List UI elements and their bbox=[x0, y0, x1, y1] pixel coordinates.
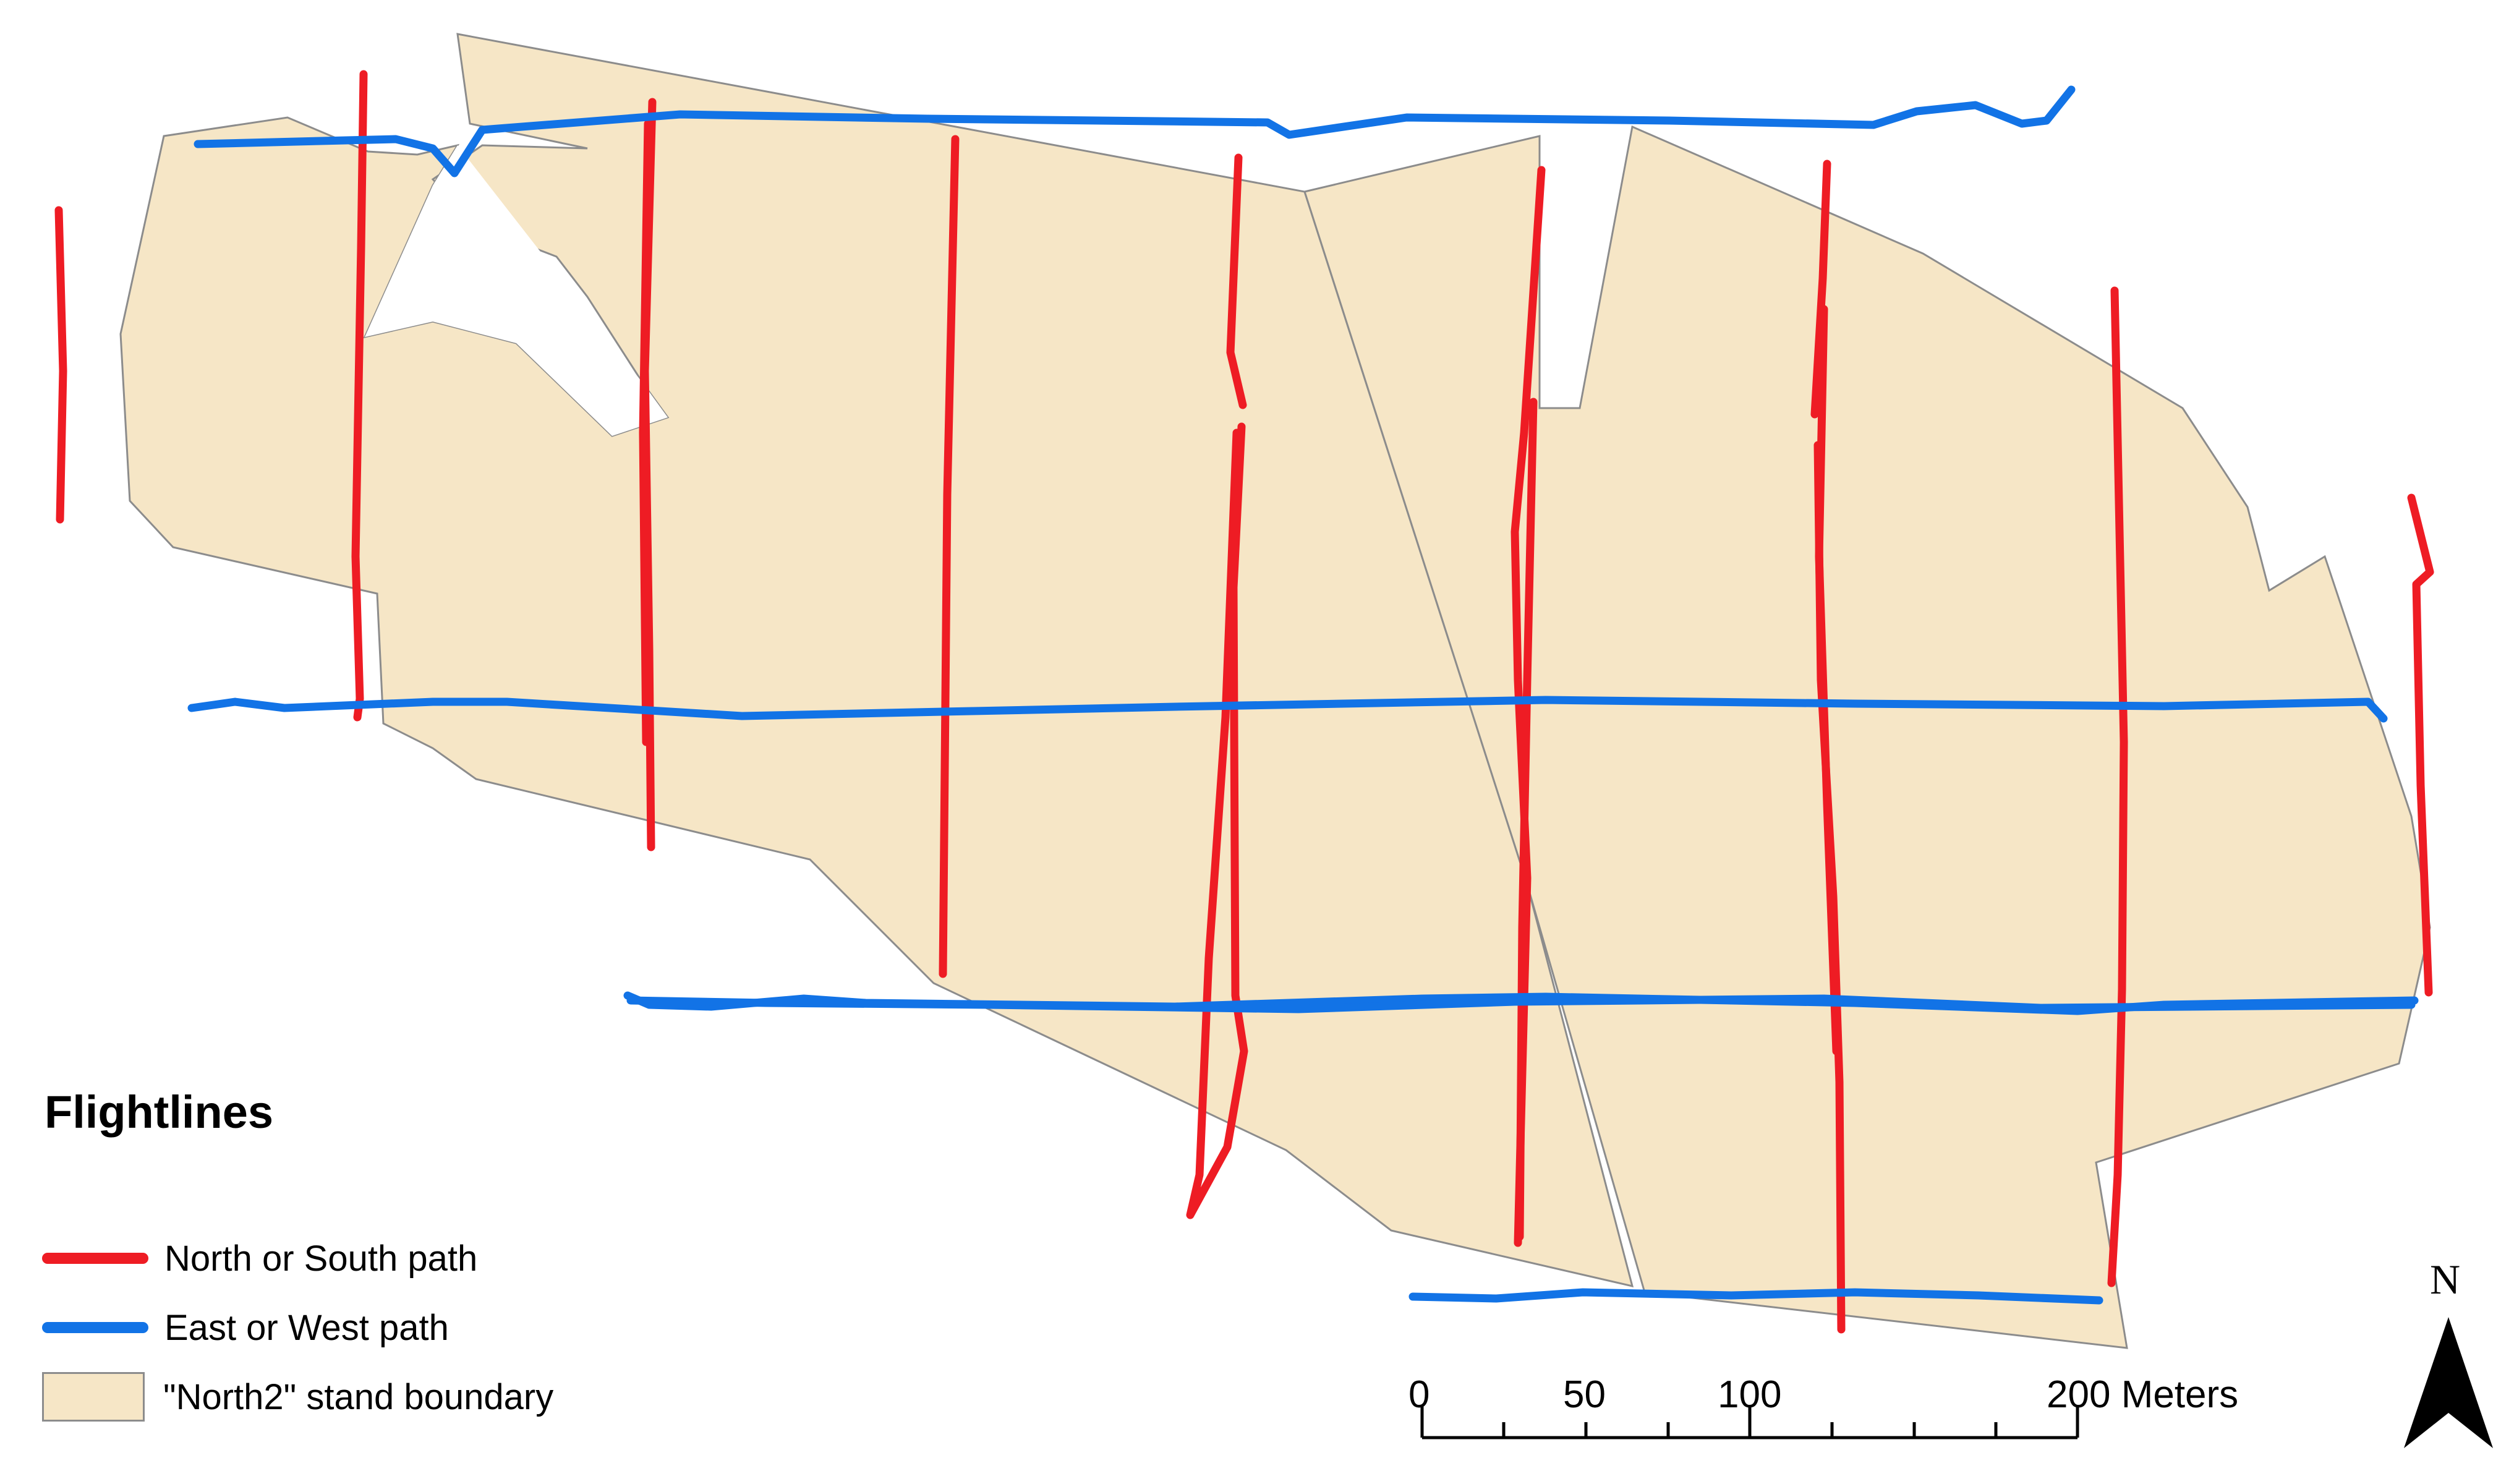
legend-title: Flightlines bbox=[45, 1086, 273, 1138]
ns-path-7b bbox=[1815, 305, 1841, 1055]
legend-swatch-blue-line bbox=[42, 1322, 148, 1333]
north-arrow-label: N bbox=[2430, 1256, 2461, 1303]
stand-boundary-central bbox=[1303, 125, 2431, 1349]
scale-label-200: 200 Meters bbox=[2047, 1373, 2238, 1417]
east-west-paths bbox=[187, 85, 2419, 1305]
legend-label: East or West path bbox=[164, 1307, 449, 1348]
scale-label-0: 0 bbox=[1408, 1373, 1430, 1416]
legend-item-east-west: East or West path bbox=[42, 1300, 449, 1355]
scale-unit: Meters bbox=[2121, 1373, 2239, 1416]
scale-label-200-value: 200 bbox=[2047, 1373, 2111, 1416]
ns-path-3b bbox=[639, 119, 652, 746]
ns-path-4 bbox=[939, 135, 960, 978]
legend-label: "North2" stand boundary bbox=[163, 1376, 554, 1417]
scale-label-100: 100 bbox=[1718, 1373, 1782, 1416]
scale-bar-ticks bbox=[1420, 1405, 2079, 1438]
ns-path-9 bbox=[2407, 493, 2434, 997]
legend-label: North or South path bbox=[164, 1238, 478, 1279]
ew-path-4 bbox=[1408, 1288, 2103, 1305]
legend-swatch-red-line bbox=[42, 1253, 148, 1264]
ns-path-6b bbox=[1515, 398, 1538, 1241]
ns-path-1 bbox=[54, 206, 67, 524]
legend-item-north-south: North or South path bbox=[42, 1230, 477, 1286]
boundary-notch bbox=[365, 145, 668, 436]
scale-label-50: 50 bbox=[1563, 1373, 1606, 1416]
scale-bar bbox=[1420, 1405, 2079, 1439]
ew-path-3b bbox=[626, 994, 2416, 1013]
ew-path-1 bbox=[194, 85, 2076, 177]
north-arrow-icon bbox=[2404, 1317, 2493, 1448]
legend-item-stand-boundary: "North2" stand boundary bbox=[42, 1369, 553, 1425]
ns-path-5 bbox=[1186, 153, 1248, 1219]
legend-swatch-box bbox=[42, 1372, 145, 1422]
ns-path-8 bbox=[2107, 286, 2128, 1287]
ew-path-2 bbox=[187, 696, 2388, 723]
north-south-paths bbox=[54, 70, 2434, 1334]
